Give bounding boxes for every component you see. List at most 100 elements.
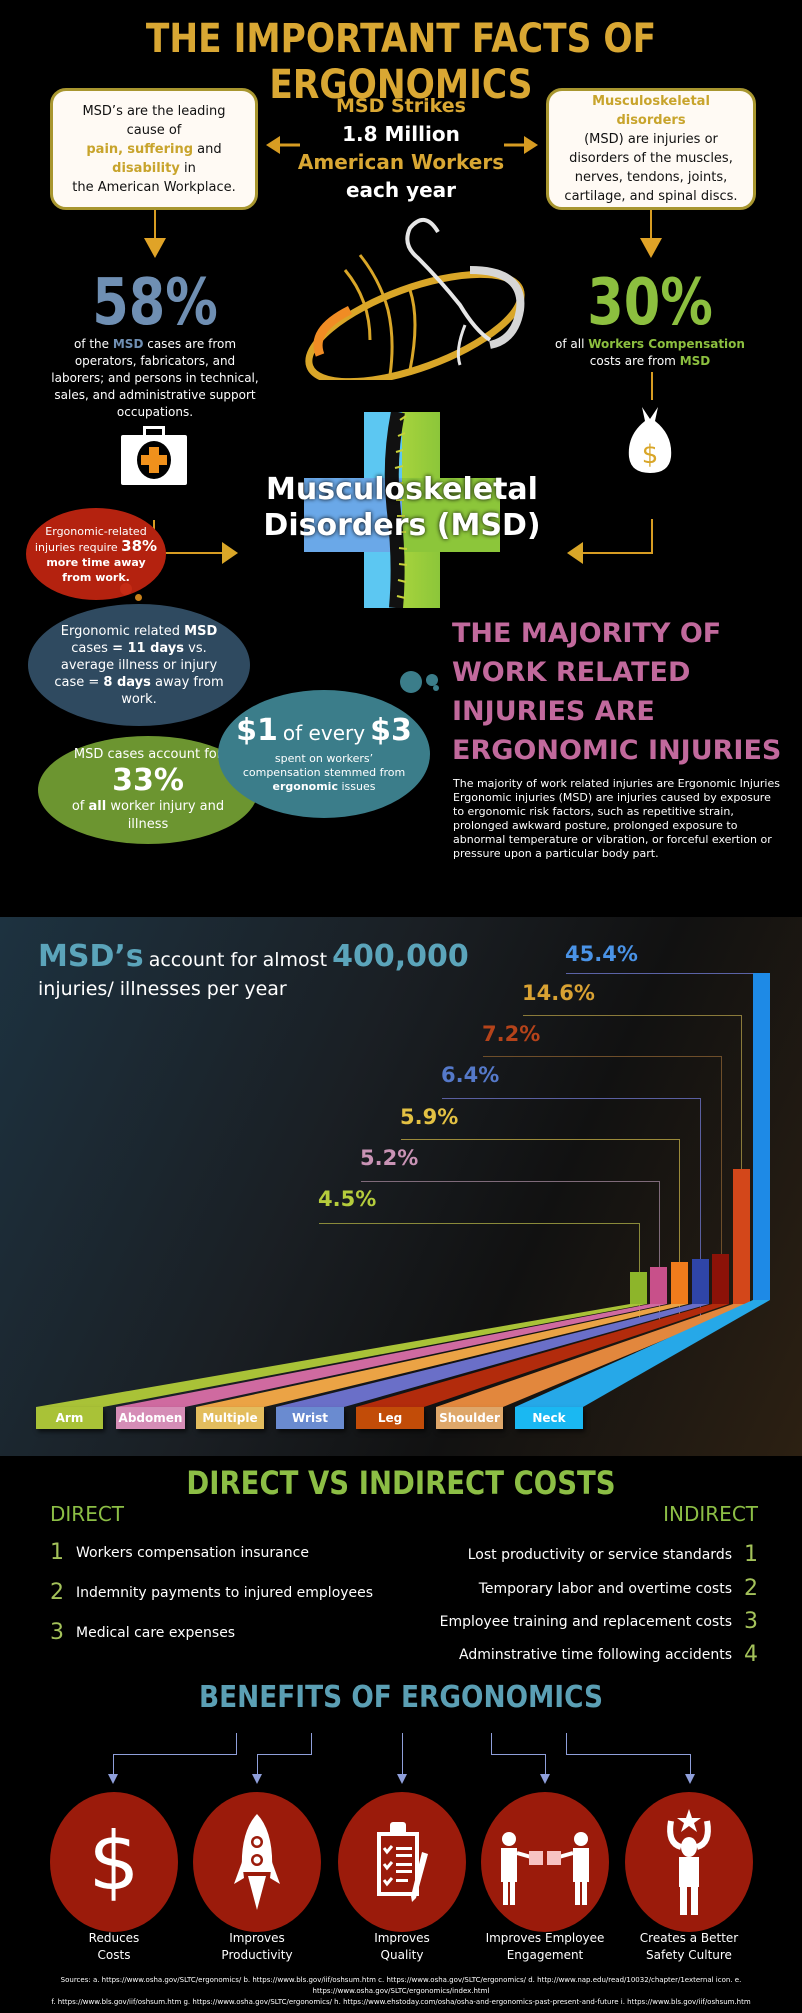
cloud-bubble <box>426 674 438 686</box>
direct-heading: DIRECT <box>50 1502 125 1526</box>
arrow-left-icon <box>266 136 300 154</box>
arrow-right-icon <box>222 542 238 564</box>
indirect-item-text: Adminstrative time following accidents <box>459 1646 732 1663</box>
bar-wrist <box>692 1259 709 1304</box>
benefit-label-line1: Reduces <box>88 1931 140 1945</box>
first-aid-kit-icon <box>121 426 187 485</box>
msd-center-title-line1: Musculoskeletal <box>266 472 538 507</box>
stat-58-pre: of the <box>73 337 110 351</box>
cloud-1-of-3-line4: ergonomic issues <box>273 780 376 794</box>
indirect-item: Employee training and replacement costs … <box>440 1609 758 1634</box>
leader-shoulder-v <box>741 1015 742 1265</box>
category-multiple: Multiple <box>196 1407 264 1429</box>
cloud-bubble <box>433 685 439 691</box>
direct-item-text: Medical care expenses <box>76 1624 236 1641</box>
benefit-connector <box>491 1733 492 1755</box>
indirect-item: Lost productivity or service standards 1 <box>468 1542 758 1567</box>
stat-30-highlight: Workers Compensation <box>588 337 745 351</box>
leading-cause-line1: MSD’s are the leading cause of <box>82 103 226 138</box>
benefit-label-line1: Improves Employee <box>485 1931 605 1945</box>
leading-cause-line2: pain, suffering and disability in <box>63 140 245 178</box>
chart-heading-line1: MSD’s account for almost 400,000 <box>38 939 469 974</box>
money-bag-icon: $ <box>628 407 672 473</box>
cloud-11-text: Ergonomic related MSD cases = 11 days vs… <box>44 623 234 708</box>
msd-strikes-line2: 1.8 Million <box>342 122 460 146</box>
cloud-33-of: of <box>71 799 85 814</box>
cloud-bubble <box>400 671 422 693</box>
benefit-connector <box>491 1754 545 1755</box>
cloud-issues: issues <box>341 780 376 793</box>
cloud-38-percent: Ergonomic-related injuries require 38% m… <box>26 508 166 600</box>
benefit-label-line1: Creates a Better <box>639 1931 739 1945</box>
benefit-label-line2: Engagement <box>506 1948 584 1962</box>
chart-account: account for almost <box>148 949 328 971</box>
direct-item-num: 1 <box>50 1540 64 1565</box>
cloud-33-post: worker injury and illness <box>110 799 225 832</box>
spine-icon <box>384 412 408 608</box>
benefits-title: BENEFITS OF ERGONOMICS <box>198 1680 604 1715</box>
arrow-down-icon <box>144 238 166 258</box>
dollar-icon: $ <box>89 1817 139 1907</box>
majority-heading-line4: ERGONOMIC INJURIES <box>452 735 782 766</box>
benefit-connector <box>257 1754 312 1755</box>
chart-label-neck-value: 45.4% <box>565 942 638 966</box>
benefit-engagement <box>481 1792 609 1932</box>
leader-abdomen-v <box>659 1181 660 1321</box>
indirect-item-text: Employee training and replacement costs <box>439 1613 732 1630</box>
chart-label-wrist: 6.4% <box>441 1063 499 1087</box>
rocket-icon <box>234 1814 280 1910</box>
bar-leg <box>712 1254 729 1304</box>
leader-neck <box>566 973 756 974</box>
indirect-heading: INDIRECT <box>663 1502 758 1526</box>
msd-term: Musculoskeletal disorders <box>592 94 710 128</box>
indirect-item-num: 4 <box>744 1642 758 1667</box>
indirect-item: Adminstrative time following accidents 4 <box>459 1642 758 1667</box>
chart-heading-line2: injuries/ illnesses per year <box>38 978 287 1000</box>
cloud-bubble <box>120 583 132 595</box>
majority-heading-line2: WORK RELATED <box>452 657 691 688</box>
person-star-icon <box>667 1809 711 1915</box>
leading-cause-line3: the American Workplace. <box>72 179 236 195</box>
clipboard-icon <box>377 1822 428 1902</box>
indirect-item-num: 2 <box>744 1576 758 1601</box>
cloud-dollar-1: $1 <box>236 713 278 748</box>
leader-leg-v <box>721 1056 722 1306</box>
benefit-reduces-costs: $ <box>50 1792 178 1932</box>
benefit-connector <box>311 1733 312 1755</box>
cloud-11-msd: MSD <box>184 623 218 639</box>
chart-label-abdomen-value: 5.2% <box>360 1146 419 1170</box>
direct-item-num: 3 <box>50 1620 64 1645</box>
category-shoulder: Shoulder <box>436 1407 503 1429</box>
category-wrist: Wrist <box>276 1407 344 1429</box>
chart-label-leg: 7.2% <box>482 1022 540 1046</box>
cloud-1-of-3-headline: $1 of every $3 <box>236 714 412 752</box>
costs-title: DIRECT VS INDIRECT COSTS <box>186 1464 616 1502</box>
chart-heading: MSD’s account for almost 400,000 injurie… <box>38 939 469 1000</box>
majority-heading: THE MAJORITY OF WORK RELATED INJURIES AR… <box>452 614 792 770</box>
cloud-33-post-line: of all worker injury and illness <box>52 798 244 834</box>
direct-item: 3 Medical care expenses <box>50 1620 235 1645</box>
category-arm: Arm <box>36 1407 103 1429</box>
msd-strikes-line4: each year <box>345 178 457 202</box>
cloud-33-all: all <box>88 799 107 814</box>
benefit-label: Improves Productivity <box>182 1930 332 1964</box>
connector-money <box>651 372 653 400</box>
direct-item: 2 Indemnity payments to injured employee… <box>50 1580 373 1605</box>
arrow-left-icon <box>567 542 583 564</box>
msd-center-title-line2: Disorders (MSD) <box>263 508 541 543</box>
msd-definition-box: Musculoskeletal disorders (MSD) are inju… <box>546 88 756 210</box>
suffering-text: suffering <box>127 141 194 157</box>
indirect-item-text: Temporary labor and overtime costs <box>478 1580 732 1597</box>
majority-body: The majority of work related injuries ar… <box>453 777 780 860</box>
stat-30-value: 30% <box>587 266 713 340</box>
cloud-1-of-3-line3: compensation stemmed from <box>242 766 406 779</box>
cloud-dollar-3: $3 <box>370 713 412 748</box>
cloud-38-value: 38% <box>121 536 158 555</box>
connector-left <box>154 210 156 242</box>
chart-label-arm-value: 4.5% <box>318 1187 377 1211</box>
cloud-38-text: Ergonomic-related injuries require 38% m… <box>34 524 158 585</box>
indirect-item: Temporary labor and overtime costs 2 <box>479 1576 758 1601</box>
sources-line2: f. https://www.bls.gov/iif/oshsum.htm g.… <box>51 1998 751 2006</box>
direct-item-text: Workers compensation insurance <box>76 1544 309 1561</box>
cloud-33-pre: MSD cases account for <box>73 747 223 762</box>
